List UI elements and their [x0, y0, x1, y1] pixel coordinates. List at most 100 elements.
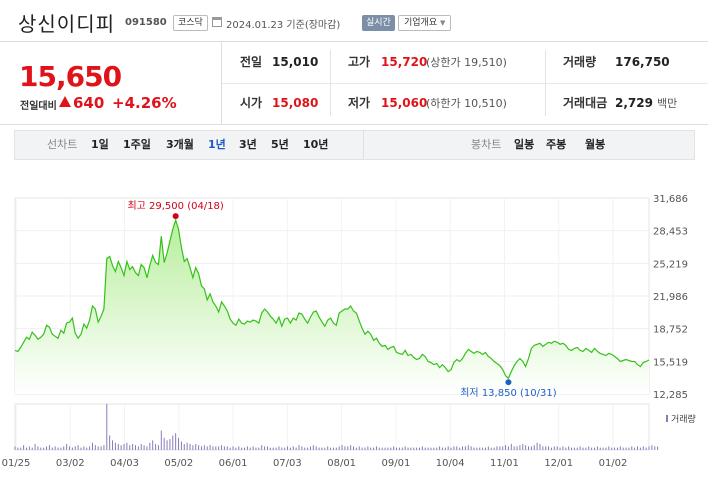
volume-bar [198, 445, 200, 450]
volume-bar [642, 446, 644, 450]
volume-bar [272, 447, 274, 450]
tab-weekly-candle[interactable]: 주봉 [546, 138, 567, 151]
volume-bar [117, 443, 119, 450]
volume-bar [401, 447, 403, 450]
volume-bar [40, 447, 42, 450]
volume-bar [109, 435, 111, 450]
volume-bar [582, 447, 584, 450]
cell-value: 15,720 [381, 55, 428, 69]
volume-bar [175, 433, 177, 450]
volume-bar [258, 447, 260, 450]
volume-bar [249, 447, 251, 450]
volume-bar [453, 446, 455, 450]
volume-bar [525, 445, 527, 450]
volume-bar [278, 446, 280, 450]
tab-monthly-candle[interactable]: 월봉 [585, 138, 606, 151]
volume-bar [134, 445, 136, 450]
volume-bar [639, 447, 641, 450]
volume-bar [200, 446, 202, 450]
tab-1day[interactable]: 1일 [91, 138, 109, 151]
volume-bar [327, 446, 329, 450]
x-tick-label: 04/03 [110, 458, 139, 469]
realtime-button[interactable]: 실시간 [362, 15, 395, 31]
tab-3year[interactable]: 3년 [239, 138, 257, 151]
volume-bar [289, 447, 291, 450]
volume-bar [226, 446, 228, 450]
volume-bar [421, 446, 423, 450]
volume-bar [54, 446, 56, 450]
tab-1year[interactable]: 1년 [208, 138, 226, 151]
volume-bar [60, 447, 62, 450]
volume-bar [180, 441, 182, 450]
diff-percent: +4.26% [112, 94, 177, 112]
candle-chart-tabs: 봉차트 일봉 주봉 월봉 [364, 131, 694, 159]
volume-bar [479, 447, 481, 450]
volume-bar [424, 447, 426, 450]
company-overview-label: 기업개요 [404, 18, 438, 28]
x-tick-label: 03/02 [56, 458, 85, 469]
volume-bar [505, 445, 507, 450]
stock-header: 상신이디피 091580 코스닥 2024.01.23 기준(장마감) 실시간 … [0, 0, 708, 40]
volume-bar [163, 437, 165, 450]
high-label: 최고 29,500 (04/18) [127, 200, 223, 212]
volume-bar [215, 446, 217, 450]
volume-bar [172, 435, 174, 450]
volume-bar [622, 447, 624, 450]
tab-1week[interactable]: 1주일 [123, 138, 151, 151]
volume-bar [266, 446, 268, 450]
volume-bar [63, 446, 65, 450]
tab-3month[interactable]: 3개월 [166, 138, 194, 151]
volume-bar [519, 445, 521, 450]
cell-label: 거래대금 [563, 96, 608, 110]
volume-bar [287, 446, 289, 450]
volume-bar [436, 447, 438, 450]
chart-annotations: 최고 29,500 (04/18) 최저 13,850 (10/31) [127, 200, 556, 399]
volume-bar [304, 447, 306, 450]
volume-bar [404, 446, 406, 450]
volume-bar [241, 447, 243, 450]
volume-bar [66, 443, 68, 450]
volume-bar [410, 447, 412, 450]
volume-bar [473, 447, 475, 450]
volume-bar [315, 446, 317, 450]
volume-bar [470, 446, 472, 450]
volume-bar [17, 447, 19, 450]
cell-label: 고가 [348, 55, 371, 69]
tab-daily-candle[interactable]: 일봉 [514, 138, 535, 151]
tab-5year[interactable]: 5년 [271, 138, 289, 151]
current-price-box: 15,650 전일대비 640 +4.26% [0, 42, 222, 124]
low-cell: 저가 15,060 (하한가 10,510) [330, 83, 540, 124]
volume-bar [186, 442, 188, 450]
volume-bar [344, 446, 346, 450]
volume-bar [464, 446, 466, 450]
price-chart-svg: 31,686 28,453 25,219 21,986 18,752 15,519 12,2… [2, 194, 696, 469]
x-tick-label: 12/01 [544, 458, 573, 469]
volume-bar [384, 447, 386, 450]
y-tick-label: 31,686 [653, 194, 688, 205]
volume-bar [496, 446, 498, 450]
volume-bar [34, 443, 36, 450]
volume-bar [390, 447, 392, 450]
volume-bar [367, 446, 369, 450]
volume-bar [235, 447, 237, 450]
volume-bar [112, 440, 114, 450]
x-tick-label: 01/02 [599, 458, 628, 469]
company-overview-dropdown[interactable]: 기업개요 ▼ [398, 15, 452, 31]
volume-bar [619, 446, 621, 450]
cell-sub: (하한가 10,510) [426, 97, 507, 110]
volume-bar [209, 445, 211, 450]
cell-value: 15,060 [381, 96, 428, 110]
volume-bar [599, 447, 601, 450]
volume-bar [261, 445, 263, 450]
volume-bar [46, 446, 48, 450]
volume-bar [120, 445, 122, 450]
volume-bar [330, 447, 332, 450]
volume-bar [591, 447, 593, 450]
volume-bar [106, 404, 108, 450]
volume-bar [192, 445, 194, 450]
volume-bar [301, 446, 303, 450]
market-badge: 코스닥 [173, 15, 208, 31]
volume-bar [459, 447, 461, 450]
diff-value: 640 [73, 94, 105, 112]
tab-10year[interactable]: 10년 [303, 138, 329, 151]
